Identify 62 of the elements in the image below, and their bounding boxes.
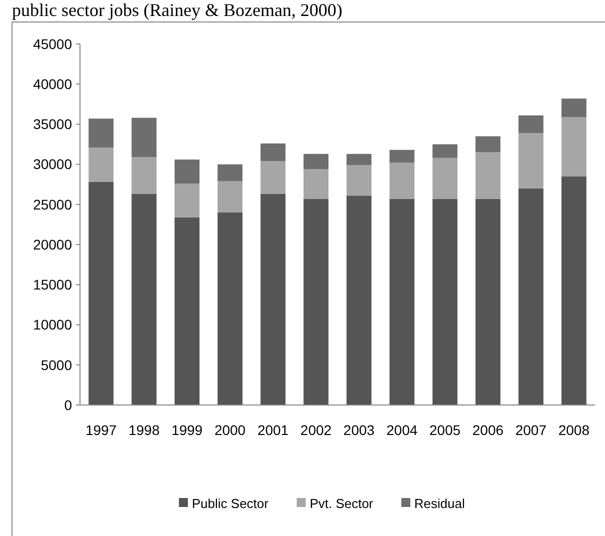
bar — [390, 162, 414, 199]
bar — [218, 181, 242, 212]
bar — [346, 154, 372, 166]
x-tick-label: 2001 — [257, 422, 289, 438]
bar — [346, 196, 372, 405]
bar — [561, 117, 586, 176]
bar — [475, 136, 500, 152]
bar — [304, 198, 328, 405]
bar — [304, 154, 328, 170]
bar — [561, 176, 586, 405]
bar — [174, 184, 200, 218]
legend-label: Residual — [414, 496, 465, 511]
y-tick-label: 0 — [64, 396, 72, 413]
bar — [390, 198, 414, 405]
y-tick-label: 45000 — [33, 36, 72, 52]
bar — [518, 115, 544, 134]
bar — [88, 182, 114, 405]
y-tick-label: 5000 — [40, 356, 72, 373]
bar — [88, 118, 114, 148]
bar — [260, 143, 286, 162]
chart-title: public sector jobs (Rainey & Bozeman, 2000) — [12, 0, 342, 20]
bar — [218, 212, 242, 405]
y-tick-label: 35000 — [33, 116, 72, 132]
bar — [218, 164, 242, 182]
y-tick-label: 15000 — [33, 276, 72, 293]
y-tick-label: 30000 — [33, 156, 72, 172]
legend-label: Public Sector — [192, 496, 270, 511]
bar — [561, 98, 586, 117]
bar — [174, 160, 200, 184]
x-tick-label: 2004 — [386, 422, 418, 438]
y-tick-label: 40000 — [33, 76, 72, 92]
bar — [518, 188, 544, 405]
bar — [432, 144, 458, 158]
bar — [174, 217, 200, 405]
x-tick-label: 1999 — [171, 422, 203, 438]
bar — [390, 150, 414, 163]
y-tick-label: 25000 — [33, 196, 72, 212]
y-tick-label: 10000 — [33, 316, 72, 333]
x-tick-label: 1998 — [128, 422, 160, 438]
x-tick-label: 2008 — [558, 422, 590, 438]
bar — [475, 152, 500, 199]
bar — [260, 161, 286, 194]
x-tick-label: 2000 — [214, 422, 246, 438]
legend-label: Pvt. Sector — [310, 496, 374, 511]
bar — [132, 118, 157, 158]
bar — [475, 198, 500, 405]
bar — [432, 158, 458, 199]
x-tick-label: 1997 — [85, 422, 117, 438]
bar — [346, 165, 372, 196]
x-tick-label: 2007 — [515, 422, 547, 438]
bar — [260, 194, 286, 405]
x-tick-label: 2005 — [429, 422, 461, 438]
y-tick-label: 20000 — [33, 236, 72, 252]
x-tick-label: 2002 — [300, 422, 332, 438]
bar — [518, 133, 544, 188]
x-tick-label: 2006 — [472, 422, 504, 438]
bar — [132, 194, 157, 405]
bar — [132, 157, 157, 194]
x-tick-label: 2003 — [343, 422, 375, 438]
bar — [432, 198, 458, 405]
bar — [88, 147, 114, 182]
bar — [304, 169, 328, 199]
